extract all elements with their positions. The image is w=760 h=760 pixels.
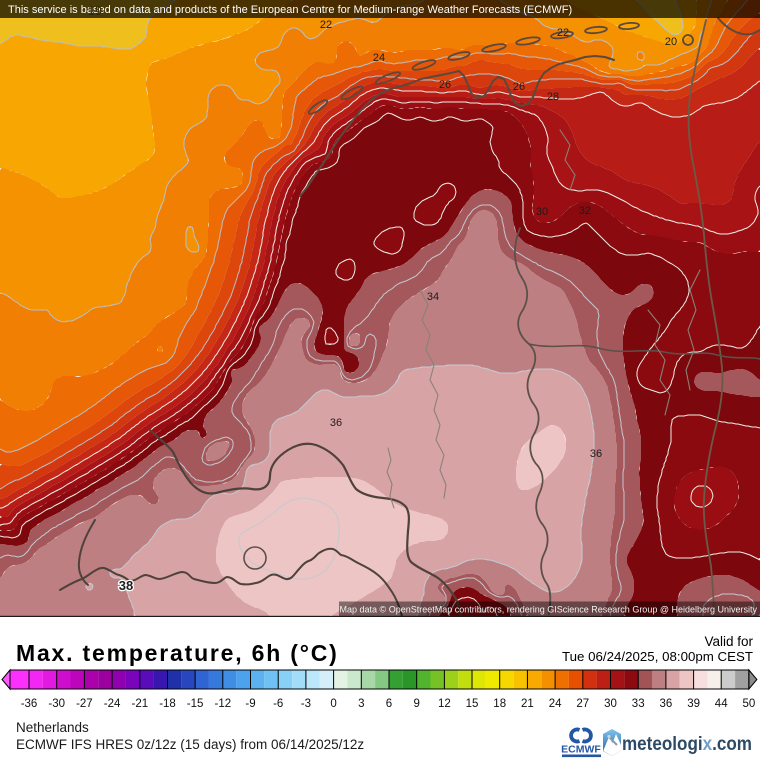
svg-text:This service is based on data: This service is based on data and produc… [8, 4, 572, 16]
svg-text:26: 26 [513, 81, 525, 93]
svg-text:-9: -9 [245, 698, 255, 710]
svg-text:30: 30 [536, 206, 548, 218]
svg-text:0: 0 [330, 698, 336, 710]
svg-text:30: 30 [604, 698, 617, 710]
svg-text:-27: -27 [76, 698, 93, 710]
svg-text:12: 12 [438, 698, 451, 710]
svg-text:50: 50 [743, 698, 756, 710]
svg-text:22: 22 [320, 19, 332, 31]
svg-text:20: 20 [665, 36, 677, 48]
svg-text:-12: -12 [214, 698, 231, 710]
svg-text:meteologix.com: meteologix.com [622, 734, 752, 755]
svg-text:24: 24 [373, 52, 385, 64]
svg-text:-6: -6 [273, 698, 283, 710]
svg-text:44: 44 [715, 698, 728, 710]
svg-text:-24: -24 [104, 698, 121, 710]
svg-text:38: 38 [119, 578, 133, 593]
svg-text:24: 24 [549, 698, 562, 710]
svg-text:18: 18 [493, 698, 506, 710]
svg-text:33: 33 [632, 698, 645, 710]
svg-text:28: 28 [547, 91, 559, 103]
svg-text:-36: -36 [21, 698, 38, 710]
svg-text:39: 39 [687, 698, 700, 710]
svg-text:36: 36 [660, 698, 673, 710]
svg-text:36: 36 [590, 448, 602, 460]
svg-text:27: 27 [576, 698, 589, 710]
svg-text:9: 9 [413, 698, 419, 710]
svg-text:26: 26 [439, 79, 451, 91]
svg-text:6: 6 [386, 698, 392, 710]
svg-text:-3: -3 [301, 698, 311, 710]
svg-text:36: 36 [330, 417, 342, 429]
svg-text:19: 19 [88, 4, 102, 18]
svg-text:-21: -21 [131, 698, 148, 710]
svg-text:34: 34 [427, 291, 439, 303]
svg-text:-15: -15 [187, 698, 204, 710]
svg-text:32: 32 [579, 205, 591, 217]
svg-text:-18: -18 [159, 698, 176, 710]
svg-text:Map data © OpenStreetMap contr: Map data © OpenStreetMap contributors, r… [340, 605, 758, 615]
svg-text:3: 3 [358, 698, 364, 710]
svg-text:-30: -30 [48, 698, 65, 710]
svg-text:22: 22 [557, 27, 569, 39]
svg-text:ECMWF: ECMWF [561, 744, 601, 756]
svg-text:21: 21 [521, 698, 534, 710]
svg-text:15: 15 [466, 698, 479, 710]
